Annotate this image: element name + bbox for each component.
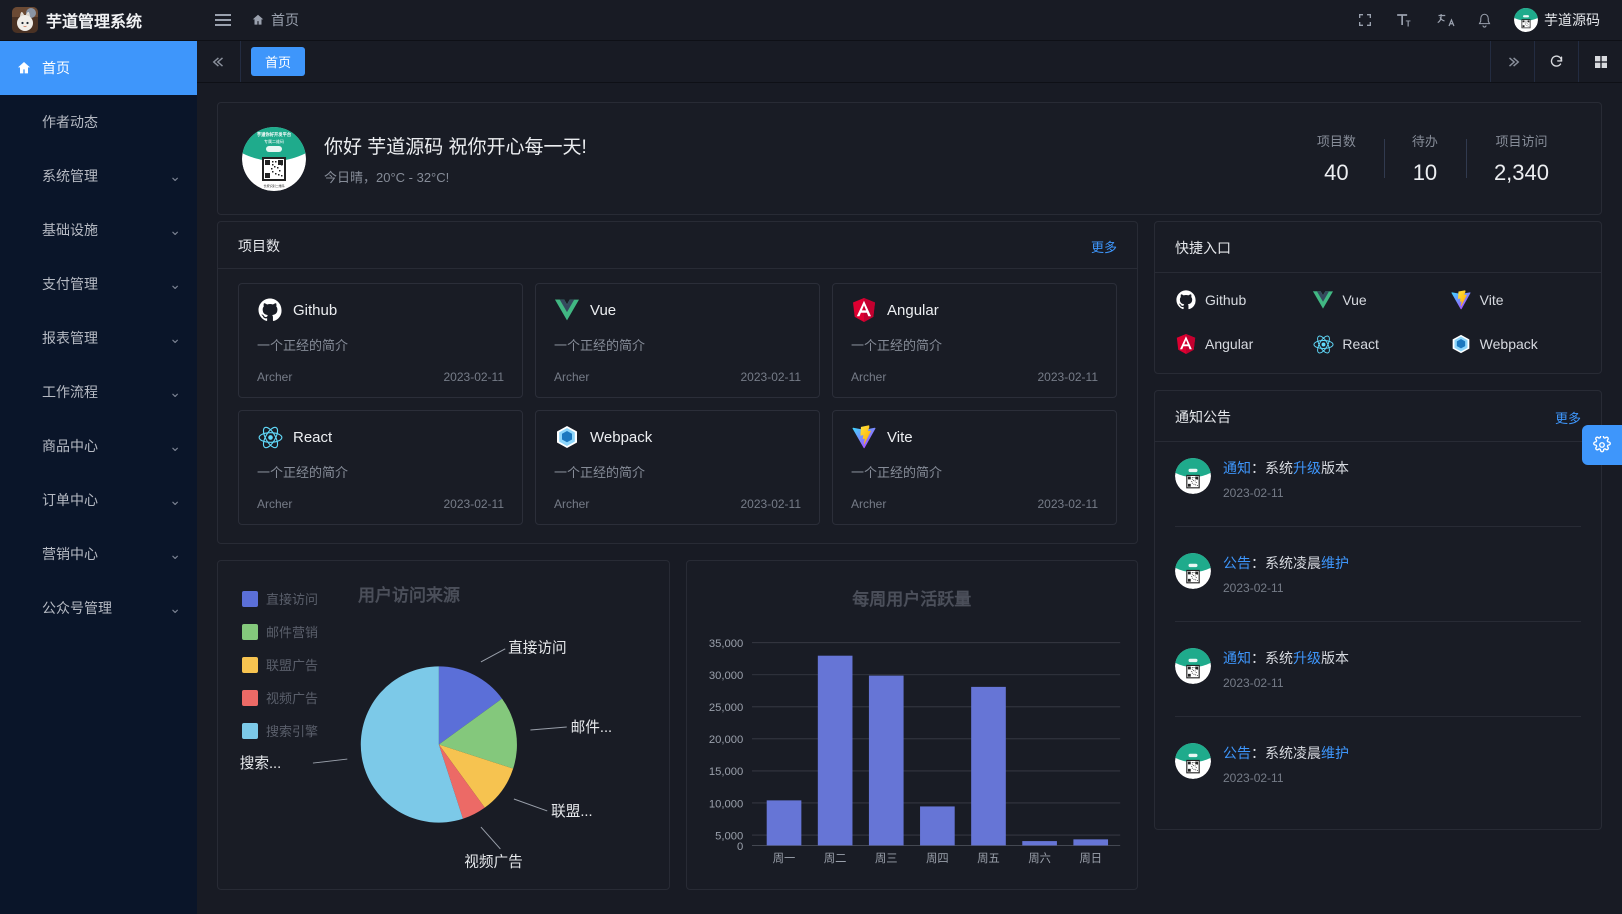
svg-text:联盟...: 联盟... (551, 803, 592, 820)
svg-text:20,000: 20,000 (708, 734, 742, 746)
svg-text:15,000: 15,000 (708, 766, 742, 778)
svg-text:T: T (1406, 19, 1411, 28)
svg-text:芋道你好开发平台: 芋道你好开发平台 (257, 131, 292, 138)
svg-text:长按识别二维码: 长按识别二维码 (263, 183, 284, 188)
svg-text:10,000: 10,000 (708, 798, 742, 810)
svg-text:周日: 周日 (1079, 852, 1102, 865)
svg-text:周三: 周三 (875, 852, 898, 865)
svg-text:0: 0 (737, 841, 743, 853)
svg-text:直接访问: 直接访问 (508, 640, 567, 657)
svg-text:视频广告: 视频广告 (464, 854, 523, 871)
svg-text:周五: 周五 (977, 852, 1000, 865)
svg-text:周六: 周六 (1028, 852, 1051, 865)
svg-text:周四: 周四 (926, 852, 949, 865)
svg-text:搜索...: 搜索... (240, 755, 281, 772)
svg-text:35,000: 35,000 (708, 638, 742, 650)
svg-text:周一: 周一 (772, 852, 795, 865)
svg-text:周二: 周二 (823, 852, 846, 865)
svg-text:30,000: 30,000 (708, 670, 742, 682)
svg-text:25,000: 25,000 (708, 702, 742, 714)
svg-text:专属二维码: 专属二维码 (264, 138, 284, 144)
svg-text:邮件...: 邮件... (571, 719, 612, 736)
